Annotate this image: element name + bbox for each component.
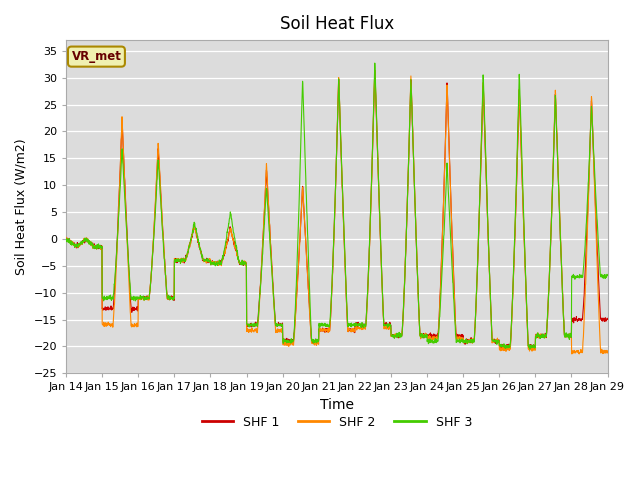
Legend: SHF 1, SHF 2, SHF 3: SHF 1, SHF 2, SHF 3 xyxy=(196,411,477,434)
X-axis label: Time: Time xyxy=(320,398,354,412)
Text: VR_met: VR_met xyxy=(72,50,122,63)
Title: Soil Heat Flux: Soil Heat Flux xyxy=(280,15,394,33)
Y-axis label: Soil Heat Flux (W/m2): Soil Heat Flux (W/m2) xyxy=(15,138,28,275)
